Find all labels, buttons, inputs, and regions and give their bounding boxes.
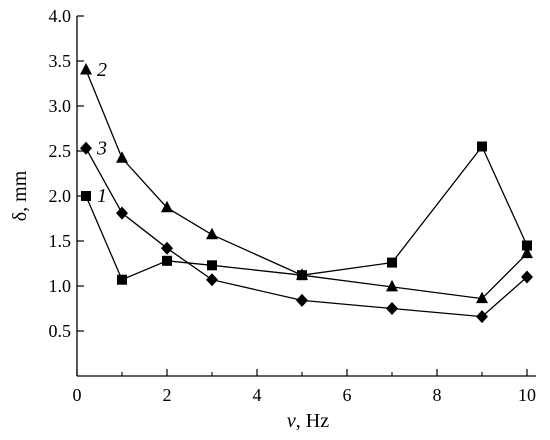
- series-1-point: [477, 141, 487, 152]
- series-1-point: [162, 255, 172, 266]
- series-3-line: [85, 147, 528, 318]
- series-2-label: 2: [97, 59, 107, 81]
- series-2-point: [296, 268, 308, 280]
- series-3-point: [206, 273, 218, 287]
- series-markers: [80, 63, 533, 324]
- series-2-point: [476, 291, 488, 304]
- series-3-point: [296, 293, 308, 307]
- x-tick-label: 0: [73, 385, 82, 405]
- y-tick-label: 4.0: [49, 6, 72, 26]
- series-3-label: 3: [96, 137, 107, 159]
- axes: [76, 16, 536, 377]
- series-1-point: [81, 191, 91, 201]
- series-2-point: [80, 63, 92, 75]
- y-ticks: 0.5 1.0 1.5 2.0 2.5 3.0 3.5 4.0: [49, 6, 84, 341]
- x-axis-label-symbol: ν: [287, 410, 296, 432]
- x-tick-label: 2: [163, 385, 172, 405]
- y-tick-label: 1.5: [49, 231, 72, 251]
- series-3-point: [476, 310, 488, 324]
- y-tick-label: 2.0: [49, 186, 72, 206]
- series-2-point: [161, 200, 173, 213]
- series-3-point: [80, 141, 92, 155]
- x-ticks: 0 2 4 6 8 10: [73, 369, 536, 405]
- series-1-line: [85, 145, 528, 281]
- x-axis-label-unit: , Hz: [296, 410, 329, 432]
- x-tick-label: 6: [343, 385, 352, 405]
- series-1-point: [387, 257, 397, 268]
- y-tick-label: 1.0: [49, 276, 72, 296]
- x-tick-label: 10: [518, 385, 536, 405]
- y-tick-label: 2.5: [49, 141, 72, 161]
- series-3-point: [161, 241, 173, 255]
- series-1-point: [522, 240, 532, 251]
- series-2-point: [206, 227, 218, 240]
- series-labels: 1 2 3: [96, 59, 107, 207]
- series-3-point: [521, 270, 533, 284]
- series-2-line: [85, 69, 528, 300]
- x-tick-label: 4: [253, 385, 262, 405]
- series-1-point: [207, 260, 217, 271]
- series-1-label: 1: [97, 185, 107, 207]
- series-3-point: [386, 302, 398, 315]
- x-tick-label: 8: [433, 385, 442, 405]
- y-tick-label: 0.5: [49, 321, 72, 341]
- series-1-point: [117, 274, 127, 285]
- series-lines: [85, 69, 528, 318]
- x-axis-label: ν, Hz: [287, 410, 329, 432]
- series-2-point: [116, 151, 128, 163]
- y-tick-label: 3.0: [49, 96, 72, 116]
- y-tick-label: 3.5: [49, 51, 72, 71]
- series-3-point: [116, 206, 128, 220]
- series-2-point: [521, 246, 533, 259]
- series-2-point: [386, 279, 398, 292]
- y-axis-label: δ, mm: [9, 170, 31, 221]
